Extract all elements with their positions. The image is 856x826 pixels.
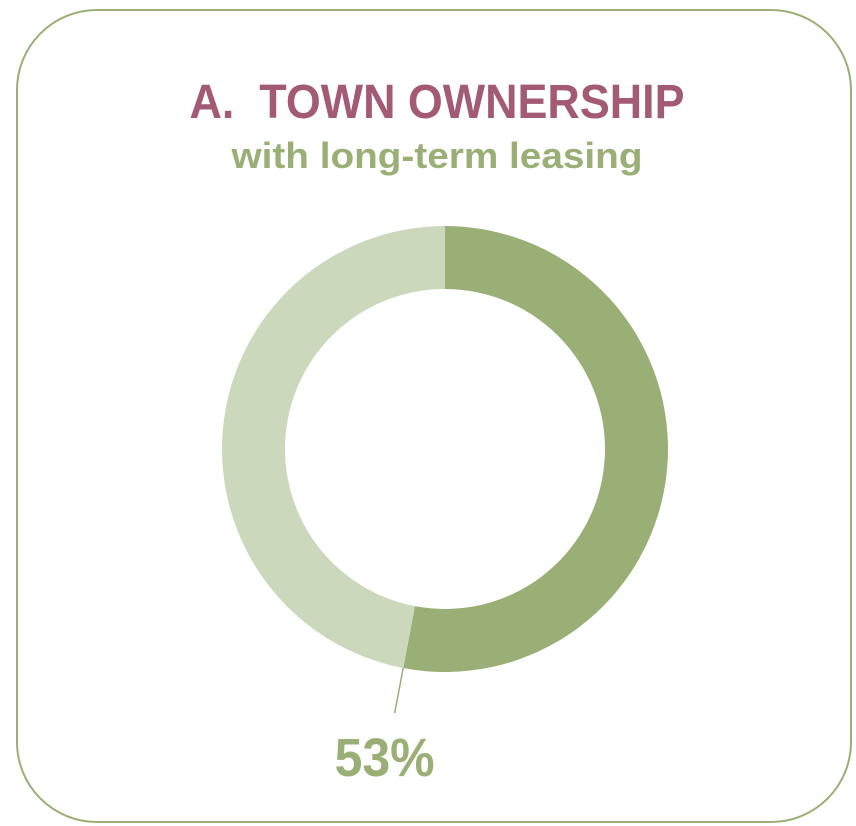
value-label: 53% [335, 728, 435, 788]
frame [16, 9, 852, 823]
chart-subtitle: with long-term leasing [230, 135, 642, 176]
donut-segment [222, 226, 445, 669]
chart-title: A. TOWN OWNERSHIP [190, 76, 685, 129]
label-leader [393, 667, 404, 714]
donut-segment [403, 226, 669, 673]
